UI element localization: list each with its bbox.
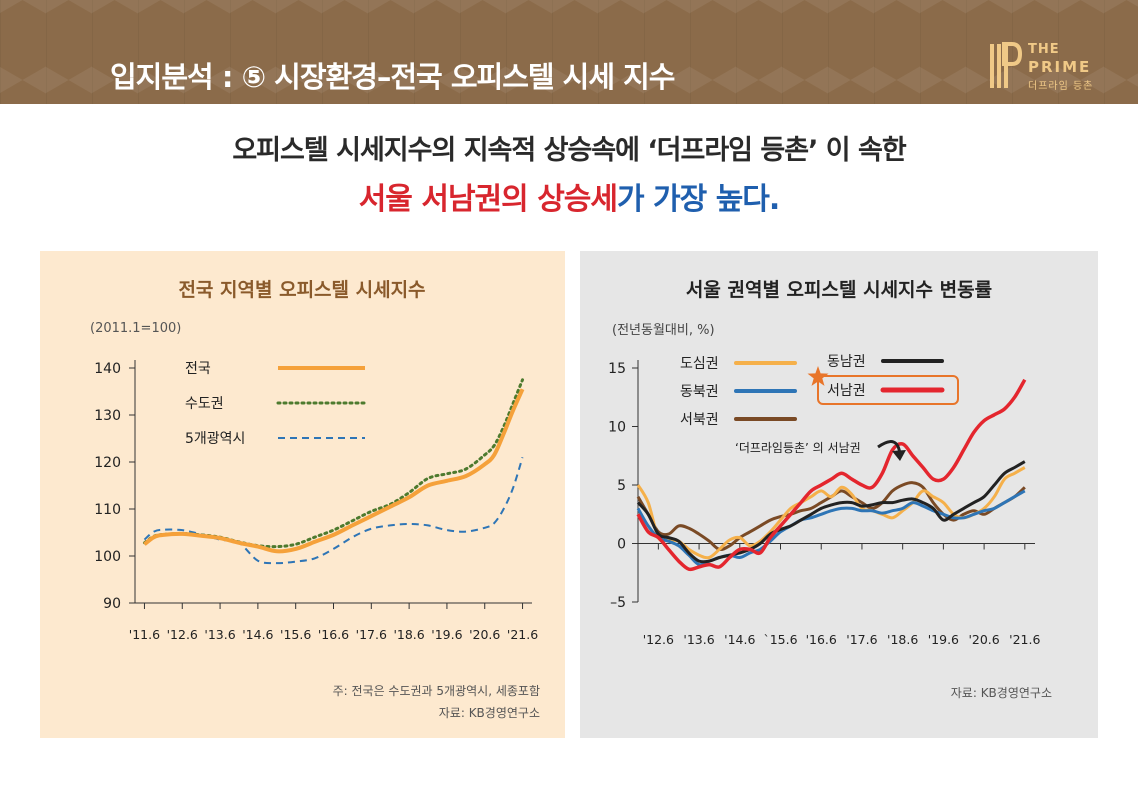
x-tick-label: '21.6 [507, 627, 538, 642]
national-index-chart: 전국 지역별 오피스텔 시세지수 (2011.1=100) 140 130 120 1… [90, 279, 540, 720]
x-tick-label: '19.6 [431, 627, 462, 642]
brand-logo: THE PRIME 더프라임 등촌 [988, 40, 1108, 94]
x-tick-label: `15.6 [763, 632, 797, 647]
headline-blue-part: 가 가장 높다. [617, 182, 780, 217]
chart-source: 자료: KB경영연구소 [439, 706, 540, 720]
star-icon [807, 366, 829, 386]
legend-label: 서북권 [680, 412, 719, 428]
seoul-change-panel: 서울 권역별 오피스텔 시세지수 변동률 (전년동월대비, %) 15 10 5 0 –… [580, 251, 1098, 738]
x-tick-label: '20.6 [968, 632, 999, 647]
x-tick-label: '18.6 [887, 632, 918, 647]
y-tick-label: 5 [617, 478, 626, 494]
national-index-panel: 전국 지역별 오피스텔 시세지수 (2011.1=100) 140 130 120 1… [40, 251, 565, 738]
y-tick-label: 0 [617, 537, 626, 553]
headline-line1: 오피스텔 시세지수의 지속적 상승속에 ‘더프라임 등촌’ 이 속한 [232, 135, 906, 166]
y-tick-label: 100 [94, 549, 121, 565]
x-tick-label: '20.6 [469, 627, 500, 642]
y-tick-label: 130 [94, 408, 121, 424]
logo-the: THE [1028, 42, 1060, 57]
chart-title: 전국 지역별 오피스텔 시세지수 [178, 279, 425, 301]
legend-label: 수도권 [185, 396, 224, 412]
x-tick-label: '12.6 [167, 627, 198, 642]
x-tick-label: '15.6 [280, 627, 311, 642]
y-tick-label: 15 [608, 361, 626, 377]
chart-note: 주: 전국은 수도권과 5개광역시, 세종포함 [333, 684, 540, 698]
chart-source: 자료: KB경영연구소 [951, 686, 1052, 700]
x-tick-label: '19.6 [928, 632, 959, 647]
page-title: 입지분석 : ⑤ 시장환경–전국 오피스텔 시세 지수 [110, 60, 675, 94]
legend-label: 동북권 [680, 384, 719, 400]
legend-label: 도심권 [680, 356, 719, 372]
y-tick-label: 90 [103, 596, 121, 612]
annotation-label: ‘더프라임등촌’ 의 서남권 [735, 441, 861, 455]
legend-label: 서남권 [827, 383, 866, 399]
x-tick-label: '16.6 [806, 632, 837, 647]
y-tick-label: 140 [94, 361, 121, 377]
series-line [143, 388, 525, 554]
x-tick-label: '17.6 [356, 627, 387, 642]
x-tick-label: '14.6 [242, 627, 273, 642]
logo-subtitle: 더프라임 등촌 [1028, 81, 1094, 92]
y-tick-label: 110 [94, 502, 121, 518]
chart-subtitle: (전년동월대비, %) [612, 323, 715, 338]
chart-subtitle: (2011.1=100) [90, 321, 181, 336]
x-tick-label: '13.6 [683, 632, 714, 647]
x-tick-label: '16.6 [318, 627, 349, 642]
y-tick-label: 10 [608, 420, 626, 436]
y-tick-label: –5 [610, 595, 626, 611]
legend-label: 동남권 [827, 354, 866, 370]
legend-label: 5개광역시 [185, 431, 245, 447]
highlight-box [817, 375, 959, 405]
series-line [143, 457, 524, 565]
headline-red-part: 서울 서남권의 상승세 [358, 182, 618, 217]
prime-logo-icon [990, 42, 1022, 88]
header-bar: 입지분석 : ⑤ 시장환경–전국 오피스텔 시세 지수 THE PRIME 더프… [0, 0, 1138, 104]
annotation-arrowhead [892, 450, 906, 461]
logo-prime: PRIME [1028, 58, 1092, 76]
x-tick-label: '21.6 [1009, 632, 1040, 647]
chart-title: 서울 권역별 오피스텔 시세지수 변동률 [686, 279, 992, 301]
series-line [636, 378, 1027, 572]
y-tick-label: 120 [94, 455, 121, 471]
series-line [636, 460, 1026, 564]
legend-label: 전국 [185, 361, 211, 377]
x-tick-label: '14.6 [724, 632, 755, 647]
x-tick-label: '17.6 [846, 632, 877, 647]
x-tick-label: '13.6 [204, 627, 235, 642]
x-tick-label: '18.6 [393, 627, 424, 642]
x-tick-label: '11.6 [129, 627, 160, 642]
x-tick-label: '12.6 [643, 632, 674, 647]
seoul-change-chart: 서울 권역별 오피스텔 시세지수 변동률 (전년동월대비, %) 15 10 5 0 –… [608, 279, 1052, 700]
headline-line2: 서울 서남권의 상승세가 가장 높다. [0, 174, 1138, 218]
